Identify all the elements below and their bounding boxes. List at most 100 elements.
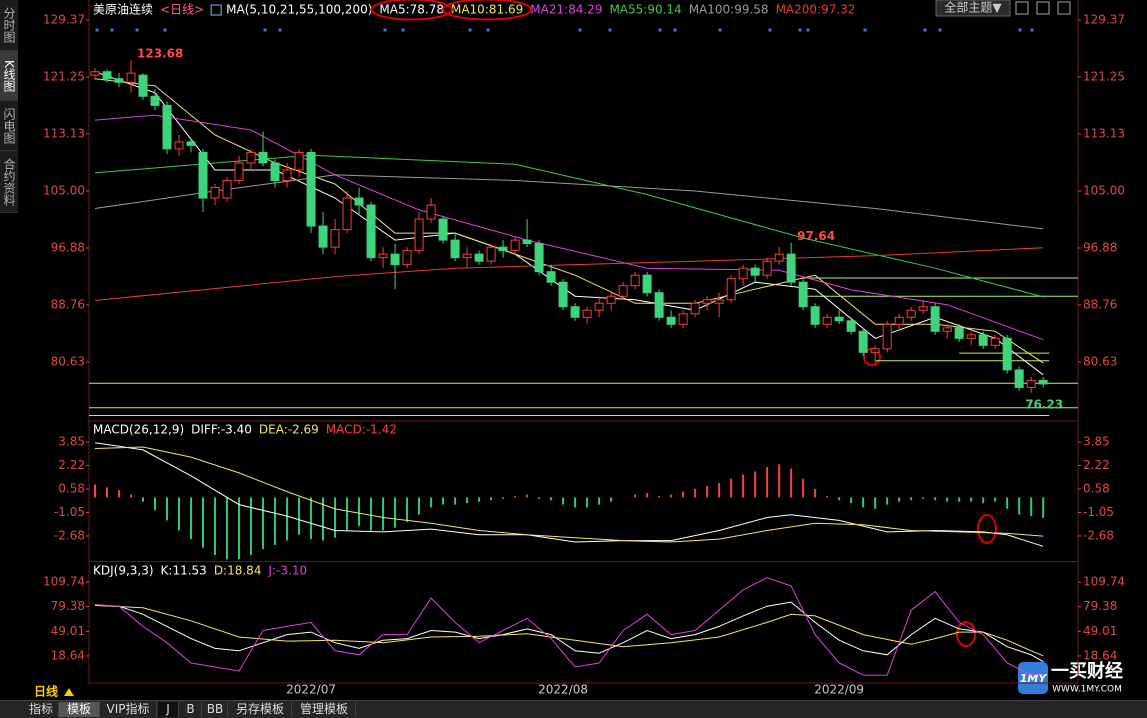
sidebar-tab[interactable]: K线图: [0, 51, 18, 101]
window-button[interactable]: [1036, 1, 1050, 15]
candle-body: [414, 218, 424, 252]
event-dot: [163, 28, 167, 32]
candle-body: [774, 253, 784, 262]
logo-name: 一买财经: [1051, 660, 1123, 682]
candle-body: [846, 320, 856, 332]
y-tick-label: 88.76: [51, 297, 85, 311]
legend-entry: MA200:97.32: [776, 3, 856, 17]
candle-body: [438, 218, 448, 241]
candle-body: [642, 274, 652, 294]
candle-body: [474, 253, 484, 262]
candle-body: [750, 267, 760, 276]
y-tick-label: 3.85: [1083, 435, 1110, 449]
candle-body: [150, 95, 160, 106]
legend-entry: D:18.84: [214, 564, 262, 578]
tab[interactable]: 指标: [24, 702, 59, 717]
event-dot: [95, 28, 99, 32]
period[interactable]: 日线: [34, 684, 58, 699]
sidebar-tab[interactable]: 闪电图: [0, 101, 18, 151]
indicator-icon: [210, 4, 222, 16]
tab[interactable]: VIP指标: [100, 702, 157, 717]
line: [94, 601, 1044, 663]
panel-title: MACD(26,12,9): [93, 423, 184, 437]
legend-entry: K:11.53: [161, 564, 207, 578]
y-tick-label: 129.37: [43, 13, 85, 27]
candle-body: [126, 72, 136, 83]
panel-title: KDJ(9,3,3): [93, 564, 154, 578]
tab[interactable]: 管理模板: [293, 702, 356, 717]
legend-entry: MACD:-1.42: [326, 423, 397, 437]
candle-body: [534, 243, 544, 273]
y-tick-label: 113.13: [1083, 126, 1125, 140]
y-tick-label: 105.00: [1083, 184, 1125, 198]
candle-body: [174, 141, 184, 150]
candle-body: [402, 250, 412, 266]
sidebar-tab[interactable]: 分时图: [0, 0, 18, 51]
event-dot: [1030, 28, 1034, 32]
tab[interactable]: 模板: [59, 702, 100, 717]
tab[interactable]: J: [158, 702, 179, 717]
event-dot: [938, 28, 942, 32]
period-arrow[interactable]: [64, 688, 74, 696]
candle-body: [1002, 337, 1012, 371]
line: [94, 174, 1044, 230]
candle-body: [618, 285, 628, 297]
candle-body: [906, 309, 916, 318]
candle-body: [678, 313, 688, 325]
y-tick-label: 121.25: [1083, 69, 1125, 83]
tab[interactable]: B: [180, 702, 202, 717]
price-label: 123.68: [137, 46, 183, 60]
candle-body: [606, 295, 616, 304]
y-tick-label: 80.63: [51, 354, 85, 368]
logo-mark-bg: [1018, 662, 1048, 694]
legend-entry: MA21:84.29: [530, 3, 602, 17]
candle-body: [258, 151, 268, 164]
candle-body: [882, 323, 892, 350]
candle-body: [870, 348, 880, 353]
event-dot: [658, 28, 662, 32]
x-tick-label: 2022/07: [286, 683, 336, 697]
theme-button-label[interactable]: 全部主题▼: [944, 0, 1002, 15]
event-dot: [263, 28, 267, 32]
window-button[interactable]: [1015, 1, 1029, 15]
line: [94, 247, 1044, 301]
candle-body: [162, 104, 172, 150]
tab[interactable]: BB: [203, 702, 228, 717]
y-tick-label: 109.74: [43, 575, 85, 589]
y-tick-label: 113.13: [43, 126, 85, 140]
sidebar-tab[interactable]: 合约资料: [0, 151, 18, 213]
event-dot: [278, 28, 282, 32]
event-dot: [863, 28, 867, 32]
event-dot: [608, 28, 612, 32]
candle-body: [834, 316, 844, 322]
candle-body: [714, 299, 724, 304]
y-tick-label: -2.68: [1083, 528, 1114, 542]
y-tick-label: -1.05: [1083, 505, 1114, 519]
candle-body: [198, 151, 208, 199]
y-tick-label: 3.85: [58, 435, 85, 449]
window-button[interactable]: [1057, 1, 1071, 15]
candle-body: [954, 327, 964, 339]
theme-button[interactable]: [935, 0, 1011, 17]
candle-body: [234, 162, 244, 181]
candle-body: [918, 306, 928, 311]
tab-bar: 指标 模板 VIP指标 J B BB 另存模板 管理模板: [0, 700, 1147, 718]
panel-subtitle: <日线>: [160, 3, 204, 17]
y-tick-label: 121.25: [43, 69, 85, 83]
candle-body: [570, 306, 580, 318]
annotation-circle: [370, 0, 453, 21]
event-dot: [110, 28, 114, 32]
candle-body: [858, 330, 868, 353]
event-dot: [401, 28, 405, 32]
candle-body: [390, 253, 400, 266]
candle-body: [654, 292, 664, 318]
tab[interactable]: 另存模板: [229, 702, 292, 717]
y-tick-label: 49.01: [51, 624, 85, 638]
candle-body: [210, 186, 220, 199]
candle-body: [726, 278, 736, 301]
logo-mark: 1MY: [1020, 672, 1048, 685]
candle-body: [510, 239, 520, 252]
panel-title: 美原油连续: [93, 2, 153, 17]
y-tick-label: 18.64: [51, 648, 85, 662]
